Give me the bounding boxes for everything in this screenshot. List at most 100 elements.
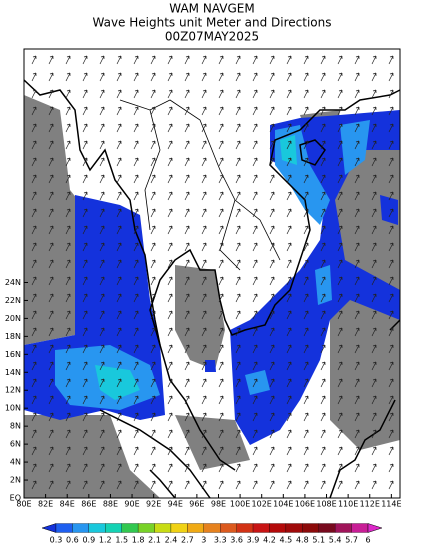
arrow — [269, 378, 275, 388]
arrow — [167, 446, 173, 456]
arrow — [133, 310, 139, 320]
colorbar-label: 2.4 — [165, 536, 178, 545]
arrow — [252, 327, 258, 337]
arrow — [48, 395, 54, 405]
arrow — [303, 191, 309, 201]
colorbar-label: 0.6 — [66, 536, 79, 545]
arrow — [320, 327, 326, 337]
arrow — [150, 55, 156, 65]
arrow — [99, 310, 105, 320]
arrow — [150, 191, 156, 201]
arrow — [320, 276, 326, 286]
arrow — [269, 242, 275, 252]
arrow — [286, 361, 292, 371]
arrow — [303, 106, 309, 116]
arrow — [371, 327, 377, 337]
arrow — [252, 463, 258, 473]
arrow — [201, 174, 207, 184]
arrow — [252, 225, 258, 235]
arrow — [184, 378, 190, 388]
arrow — [286, 72, 292, 82]
arrow — [252, 361, 258, 371]
arrow — [201, 429, 207, 439]
arrow — [184, 174, 190, 184]
arrow — [388, 72, 394, 82]
colorbar-low — [41, 523, 57, 533]
arrow — [354, 395, 360, 405]
arrow — [354, 344, 360, 354]
lon-label: 112E — [360, 500, 380, 509]
arrow — [388, 327, 394, 337]
arrow — [31, 225, 37, 235]
arrow — [150, 225, 156, 235]
arrow — [218, 157, 224, 167]
colorbar-label: 3.9 — [247, 536, 260, 545]
colorbar-label: 5.1 — [312, 536, 325, 545]
arrow — [116, 344, 122, 354]
arrow — [388, 310, 394, 320]
arrow — [65, 310, 71, 320]
arrow — [184, 259, 190, 269]
arrow — [303, 123, 309, 133]
arrow — [371, 89, 377, 99]
arrow — [133, 276, 139, 286]
arrow — [48, 259, 54, 269]
arrow — [133, 55, 139, 65]
arrow — [354, 361, 360, 371]
arrow — [337, 55, 343, 65]
arrow — [252, 242, 258, 252]
arrow — [218, 310, 224, 320]
arrow — [252, 344, 258, 354]
arrow — [371, 242, 377, 252]
arrow — [235, 106, 241, 116]
arrow — [337, 123, 343, 133]
arrow — [99, 344, 105, 354]
arrow — [167, 344, 173, 354]
arrow — [201, 123, 207, 133]
arrow — [337, 310, 343, 320]
arrow — [150, 378, 156, 388]
arrow — [201, 480, 207, 490]
arrow — [201, 361, 207, 371]
colorbar: 0.3 0.6 0.9 1.2 1.5 1.8 2.1 2.4 2.7 3 3.3 3.6 3.9 4.2… — [41, 523, 383, 545]
arrow — [269, 123, 275, 133]
lon-label: 106E — [295, 500, 315, 509]
arrow — [303, 446, 309, 456]
arrow — [65, 123, 71, 133]
arrow — [99, 259, 105, 269]
arrow — [269, 429, 275, 439]
arrow — [133, 327, 139, 337]
arrow — [184, 242, 190, 252]
arrow — [48, 327, 54, 337]
arrow — [99, 327, 105, 337]
arrow — [31, 463, 37, 473]
arrow — [303, 361, 309, 371]
arrow — [82, 480, 88, 490]
arrow — [150, 259, 156, 269]
arrow — [31, 344, 37, 354]
lon-label: 110E — [338, 500, 358, 509]
arrow — [116, 310, 122, 320]
arrow — [31, 327, 37, 337]
arrow — [269, 140, 275, 150]
subtitle: Wave Heights unit Meter and Directions — [93, 16, 332, 30]
arrow — [218, 412, 224, 422]
arrow — [252, 191, 258, 201]
arrow — [133, 378, 139, 388]
arrow — [337, 72, 343, 82]
arrow — [184, 89, 190, 99]
arrow — [116, 123, 122, 133]
arrow — [252, 480, 258, 490]
arrow — [354, 378, 360, 388]
arrow — [218, 480, 224, 490]
arrow — [150, 293, 156, 303]
arrow — [82, 361, 88, 371]
arrow — [167, 157, 173, 167]
arrow — [65, 361, 71, 371]
arrow — [371, 72, 377, 82]
arrow — [388, 89, 394, 99]
arrow — [116, 174, 122, 184]
arrow — [65, 259, 71, 269]
lat-label: 8N — [10, 422, 21, 431]
arrow — [337, 157, 343, 167]
